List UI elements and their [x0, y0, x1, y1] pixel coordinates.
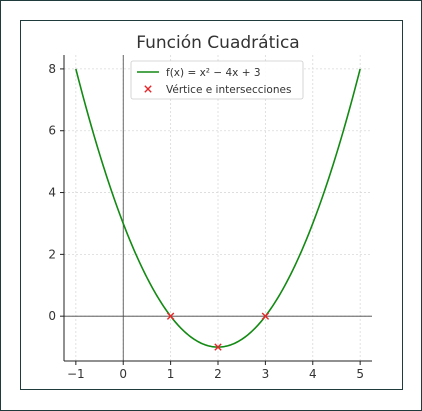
x-marker-stroke — [166, 312, 175, 320]
legend-box — [130, 60, 304, 100]
x-marker-stroke — [144, 85, 152, 93]
y-tick-label: 0 — [48, 309, 56, 323]
series-layer — [75, 68, 361, 351]
legend-label: f(x) = x² − 4x + 3 — [166, 67, 261, 79]
axes: −1 0 1 2 3 4 5 0 2 4 6 8 — [48, 55, 372, 381]
x-marker-stroke — [261, 312, 270, 320]
x-tick-label: 0 — [119, 367, 127, 381]
x-tick-label: −1 — [67, 367, 85, 381]
x-marker-stroke — [214, 343, 222, 351]
scatter-point — [214, 343, 222, 351]
legend-label: Vértice e intersecciones — [166, 84, 291, 96]
legend: f(x) = x² − 4x + 3 Vértice e interseccion… — [130, 60, 304, 100]
legend-marker-swatch — [144, 85, 152, 93]
x-tick-label: 4 — [309, 367, 317, 381]
scatter-point — [261, 312, 270, 320]
y-tick-label: 8 — [48, 62, 56, 76]
x-tick-label: 1 — [167, 367, 175, 381]
x-tick-label: 3 — [262, 367, 270, 381]
scatter-point — [166, 312, 175, 320]
reference-lines — [64, 55, 372, 361]
y-tick-label: 4 — [48, 186, 56, 200]
grid — [64, 55, 372, 361]
x-tick-label: 2 — [214, 367, 222, 381]
x-tick-label: 5 — [356, 367, 364, 381]
y-tick-label: 2 — [48, 247, 56, 261]
y-tick-label: 6 — [48, 124, 56, 138]
chart-title: Función Cuadrática — [136, 33, 299, 53]
